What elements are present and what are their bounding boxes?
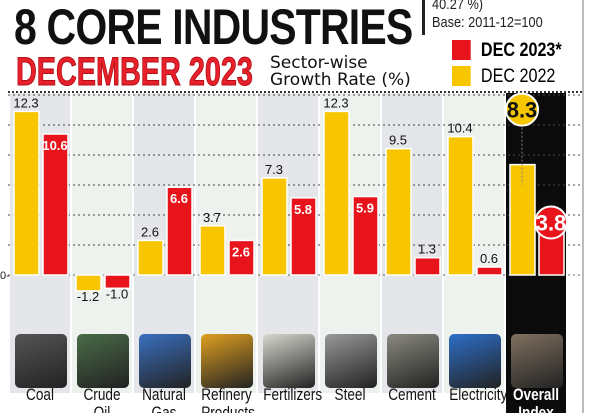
crude-oil-icon — [77, 334, 129, 388]
category-label: Coal — [26, 385, 54, 404]
data-label: 12.3 — [13, 95, 38, 110]
data-label: 10.4 — [447, 121, 472, 136]
bar-dec-2023 — [290, 197, 317, 276]
coal-icon — [15, 334, 67, 388]
month-title: DECEMBER 2023 — [16, 50, 254, 94]
bar-dec-2022 — [75, 274, 102, 292]
bar-dec-2023 — [414, 256, 441, 276]
legend-dec-2022: DEC 2022 — [452, 66, 555, 86]
category-label: Overall Index — [512, 385, 560, 413]
data-label: 5.9 — [356, 201, 374, 216]
data-label: 1.3 — [418, 242, 436, 257]
bar-dec-2023 — [228, 239, 255, 276]
category-label: Refinery Products — [201, 385, 255, 413]
bar-dec-2022 — [199, 225, 226, 276]
data-label: 3.8 — [536, 210, 567, 235]
data-label: 8.3 — [507, 98, 538, 123]
data-label: 2.6 — [232, 244, 250, 259]
note-divider — [422, 0, 425, 35]
data-label: 7.3 — [265, 162, 283, 177]
category-label: Electricity — [449, 385, 508, 404]
data-label: -1.0 — [106, 286, 128, 301]
bar-dec-2022 — [323, 110, 350, 276]
fertilizers-icon — [263, 334, 315, 388]
data-label: 0.6 — [480, 251, 498, 266]
header-divider — [8, 91, 582, 93]
data-label: 6.6 — [170, 191, 188, 206]
steel-icon — [325, 334, 377, 388]
bar-dec-2022 — [261, 177, 288, 276]
data-label: 3.7 — [203, 210, 221, 225]
bar-dec-2023 — [42, 133, 69, 276]
value-badge — [505, 92, 539, 127]
bar-dec-2023 — [476, 266, 503, 276]
category-label: Steel — [334, 385, 366, 404]
bar-dec-2022 — [447, 135, 474, 276]
base-year: Base: 2011-12=100 — [432, 14, 543, 31]
data-label: 5.8 — [294, 202, 312, 217]
cement-icon — [387, 334, 439, 388]
category-label: Cement — [388, 385, 436, 404]
main-title: 8 CORE INDUSTRIES — [14, 0, 413, 55]
overall-index-icon — [511, 334, 563, 388]
electricity-icon — [449, 334, 501, 388]
bar-dec-2022 — [385, 147, 412, 276]
frame-line — [582, 0, 584, 413]
bar-dec-2022 — [13, 110, 40, 276]
data-label: 12.3 — [323, 95, 348, 110]
value-badge — [534, 205, 568, 240]
bar-dec-2023 — [352, 195, 379, 276]
data-label: 9.5 — [389, 133, 407, 148]
data-label: 10.6 — [42, 138, 67, 153]
natural-gas-icon — [139, 334, 191, 388]
legend-swatch-yellow — [452, 66, 471, 86]
bar-dec-2023 — [104, 274, 131, 290]
category-label: Crude Oil — [83, 385, 121, 413]
data-label: 2.6 — [141, 224, 159, 239]
category-label: Natural Gas — [142, 385, 186, 413]
legend-dec-2023: DEC 2023* — [452, 40, 562, 60]
bar-dec-2023 — [166, 186, 193, 276]
y-tick-label: 0- — [0, 270, 10, 282]
base-note: 40.27 %) Base: 2011-12=100 — [432, 0, 543, 32]
note-partial: 40.27 %) — [432, 0, 484, 13]
data-label: -1.2 — [77, 289, 99, 304]
legend-label: DEC 2023* — [480, 39, 562, 61]
bar-dec-2022 — [137, 239, 164, 276]
refinery-products-icon — [201, 334, 253, 388]
legend-label: DEC 2022 — [480, 65, 556, 87]
category-label: Fertilizers — [263, 385, 323, 404]
legend-swatch-red — [452, 40, 471, 60]
chart-caption: Sector-wise Growth Rate (%) — [270, 53, 411, 90]
